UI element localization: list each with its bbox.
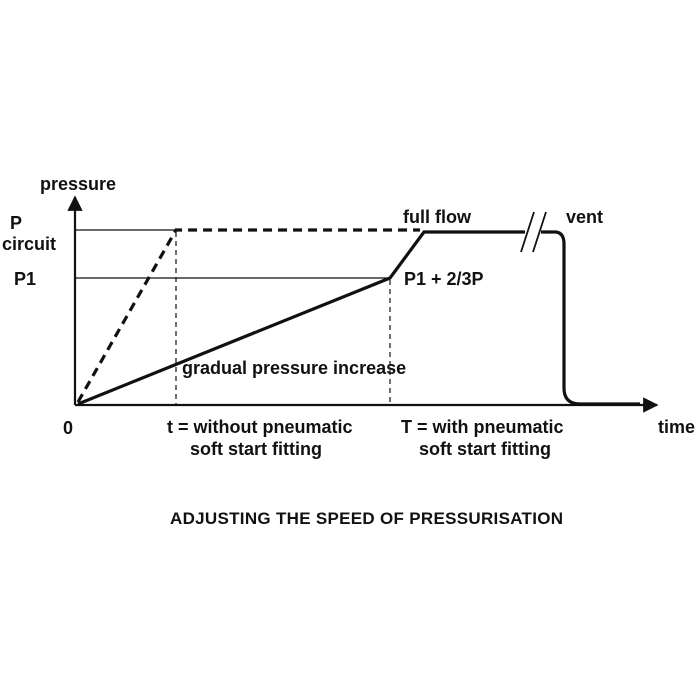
gradual-increase-label: gradual pressure increase xyxy=(182,358,406,378)
p-circuit-label-line1: P xyxy=(10,213,22,233)
x-axis-label: time xyxy=(658,417,695,437)
p1-plus-label: P1 + 2/3P xyxy=(404,269,484,289)
t-label-line2: soft start fitting xyxy=(190,439,322,459)
origin-label: 0 xyxy=(63,418,73,438)
axis-break-mark-right xyxy=(532,211,547,253)
diagram-caption: ADJUSTING THE SPEED OF PRESSURISATION xyxy=(170,509,563,528)
vent-curve xyxy=(541,230,640,406)
y-axis-label: pressure xyxy=(40,174,116,194)
fast-pressurisation-dashed-curve xyxy=(76,228,420,403)
p-circuit-label-line2: circuit xyxy=(2,234,56,254)
p1-label: P1 xyxy=(14,269,36,289)
axis-break-mark-left xyxy=(520,211,535,253)
vent-label: vent xyxy=(566,207,603,227)
T-label-line1: T = with pneumatic xyxy=(401,417,564,437)
t-label-line1: t = without pneumatic xyxy=(167,417,353,437)
full-flow-label: full flow xyxy=(403,207,472,227)
T-label-line2: soft start fitting xyxy=(419,439,551,459)
gradual-pressurisation-curve xyxy=(77,230,525,406)
